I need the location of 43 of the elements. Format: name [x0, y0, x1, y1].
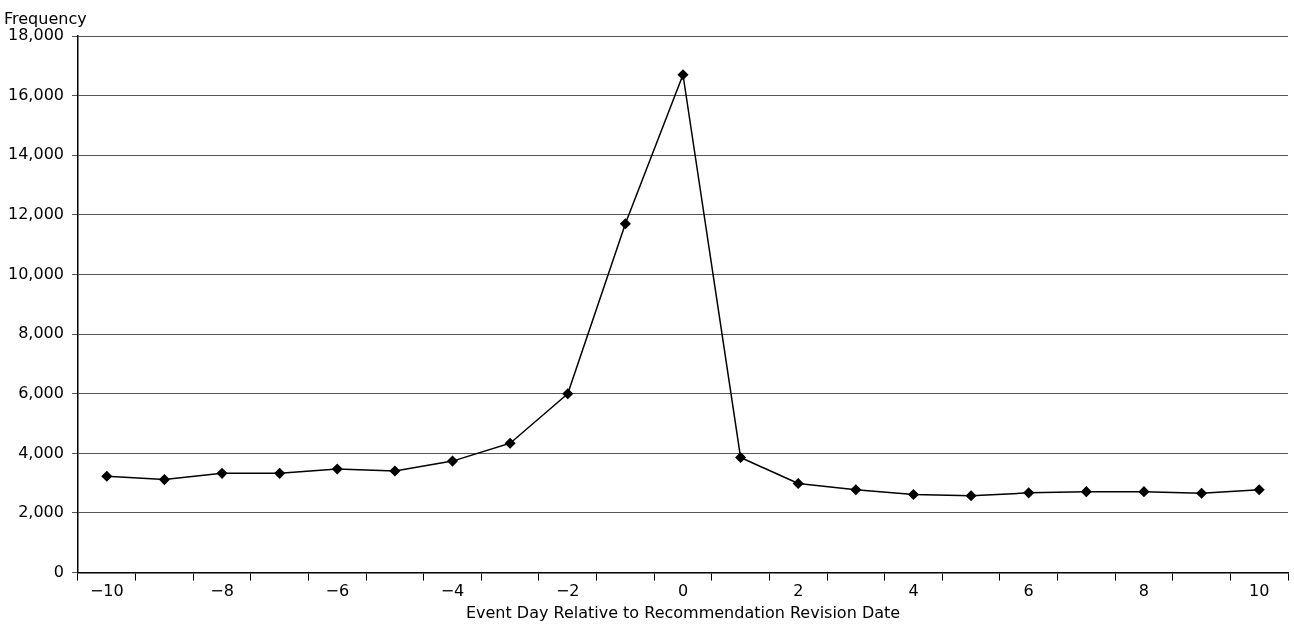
point [1081, 486, 1092, 497]
point [101, 471, 113, 482]
y-tick-label: 12,000 [8, 204, 64, 224]
x-tick-label: 2 [793, 581, 804, 601]
y-tick-label: 8,000 [18, 323, 64, 343]
x-tick-label: 4 [908, 581, 919, 601]
point [1196, 488, 1207, 499]
point [908, 489, 919, 500]
point [562, 388, 573, 399]
x-tick-label: 10 [1249, 581, 1270, 601]
point [677, 69, 689, 80]
point [332, 463, 343, 475]
point [389, 465, 401, 477]
point [159, 474, 170, 485]
point [965, 490, 977, 501]
x-tick-label: −6 [325, 581, 350, 601]
point [1138, 486, 1150, 497]
point [850, 484, 862, 495]
point [735, 452, 746, 463]
y-tick-label: 0 [53, 561, 64, 581]
point [216, 468, 228, 479]
x-tick-label: −4 [440, 581, 465, 601]
x-tick-label: −8 [210, 581, 234, 601]
x-axis-title: Event Day Relative to Recommendation Revision Date [465, 602, 901, 622]
y-tick-label: 14,000 [8, 144, 64, 164]
y-axis-title: Frequency [4, 9, 87, 29]
point [620, 218, 631, 230]
point [447, 455, 458, 467]
x-tick-label: 6 [1023, 581, 1034, 601]
point [1023, 487, 1034, 499]
point [274, 468, 285, 479]
x-tick-label: −10 [89, 581, 124, 601]
point [792, 478, 804, 489]
y-tick-label: 4,000 [18, 442, 64, 462]
y-tick-label: 6,000 [18, 382, 64, 402]
x-tick-label: 8 [1138, 581, 1150, 601]
x-tick-label: 0 [677, 581, 689, 601]
point [1253, 484, 1265, 495]
y-tick-label: 2,000 [18, 502, 64, 522]
point [504, 437, 516, 449]
y-tick-label: 10,000 [8, 263, 64, 283]
y-tick-label: 16,000 [8, 84, 64, 104]
x-tick-label: −2 [555, 581, 580, 601]
